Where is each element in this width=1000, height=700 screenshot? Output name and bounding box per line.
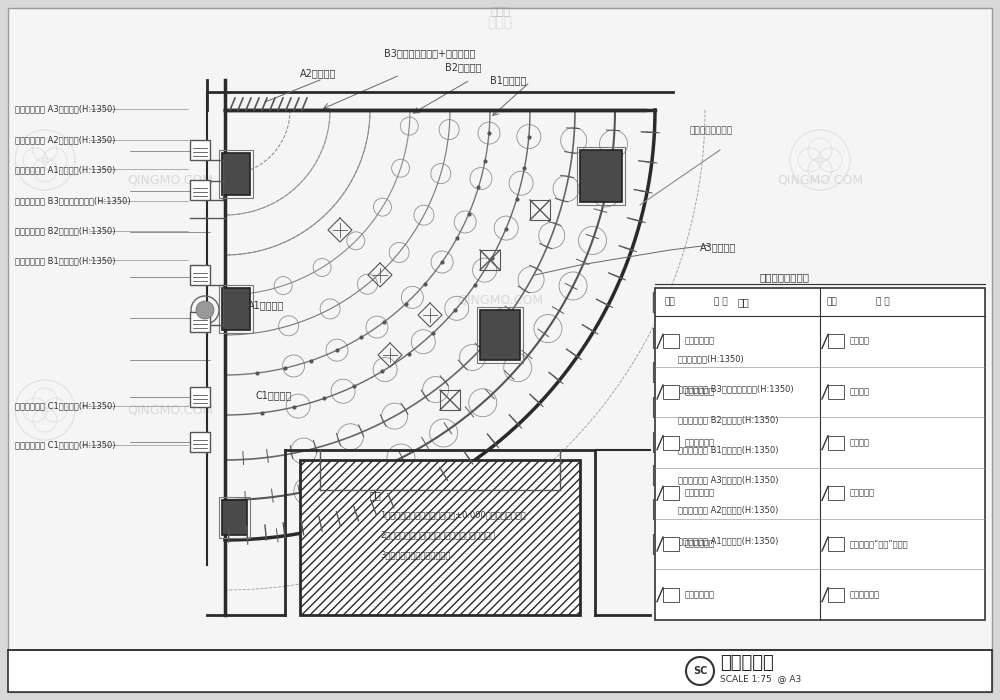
Text: 单联双控控制 C1天花灯带(H:1350): 单联双控控制 C1天花灯带(H:1350): [15, 402, 116, 410]
Text: 三联双控开关: 三联双控开关: [685, 590, 715, 599]
Text: 图例: 图例: [827, 298, 837, 307]
Bar: [580, 150, 622, 202]
Text: 1、所有竖向距离都是开关中线至±0.000装修完成面的距离: 1、所有竖向距离都是开关中线至±0.000装修完成面的距离: [380, 510, 526, 519]
Bar: [222, 153, 250, 195]
Text: QINGMO.COM: QINGMO.COM: [127, 174, 213, 186]
Bar: [190, 387, 210, 407]
Text: SCALE 1:75  @ A3: SCALE 1:75 @ A3: [720, 675, 801, 683]
Text: A2天花射灯: A2天花射灯: [300, 68, 336, 78]
Bar: [663, 435, 679, 449]
Text: 机电开关面板图例: 机电开关面板图例: [760, 272, 810, 282]
Text: 三联双控控制 B2天花灯带(H:1350): 三联双控控制 B2天花灯带(H:1350): [678, 416, 778, 424]
Text: 双联双控开关: 双联双控开关: [685, 540, 715, 549]
Circle shape: [196, 301, 214, 319]
Text: 3、图中空调开关位置仅供参考: 3、图中空调开关位置仅供参考: [380, 550, 450, 559]
Bar: [653, 397, 673, 417]
Text: 红外线开关: 红外线开关: [850, 489, 875, 498]
Text: C1天花射灯: C1天花射灯: [255, 390, 291, 400]
Bar: [663, 335, 679, 349]
Bar: [653, 499, 673, 519]
Bar: [828, 385, 844, 399]
Text: 2、所有横向距离都是以开关（盖）中线参照物距离: 2、所有横向距离都是以开关（盖）中线参照物距离: [380, 530, 495, 539]
Bar: [663, 588, 679, 602]
Bar: [653, 328, 673, 348]
Bar: [663, 486, 679, 500]
Bar: [577, 147, 625, 205]
Bar: [663, 537, 679, 551]
Text: 三联双控控制 A2天花射灯(H:1350): 三联双控控制 A2天花射灯(H:1350): [678, 505, 778, 514]
Text: 空调温控开关(H:1350): 空调温控开关(H:1350): [678, 355, 745, 363]
Bar: [653, 465, 673, 485]
Text: A3天花射灯: A3天花射灯: [700, 242, 736, 252]
Text: QINGMO.COM: QINGMO.COM: [457, 293, 543, 307]
Text: B2天花射灯: B2天花射灯: [445, 62, 482, 72]
Text: A1天花射灯: A1天花射灯: [248, 300, 284, 310]
Text: B1天花射灯: B1天花射灯: [490, 75, 526, 85]
Text: QINGMO.COM: QINGMO.COM: [777, 403, 863, 416]
Text: QINGMO.COM: QINGMO.COM: [127, 403, 213, 416]
Text: 卡片控制: 卡片控制: [850, 388, 870, 396]
Bar: [653, 534, 673, 554]
Text: SC: SC: [693, 666, 707, 676]
Text: 开关线控图: 开关线控图: [720, 654, 774, 672]
Text: 三联双控控制 A3天花射灯(H:1350): 三联双控控制 A3天花射灯(H:1350): [678, 475, 778, 484]
Text: 单联双控控制 C1天花灯带(H:1350): 单联双控控制 C1天花灯带(H:1350): [15, 440, 116, 449]
Bar: [190, 140, 210, 160]
Bar: [828, 435, 844, 449]
Text: 三联双控控制 A1天花射灯(H:1350): 三联双控控制 A1天花射灯(H:1350): [15, 165, 115, 174]
Bar: [190, 265, 210, 285]
Text: 基准线（参考线）: 基准线（参考线）: [690, 126, 733, 135]
Bar: [190, 432, 210, 452]
Bar: [300, 460, 580, 615]
Bar: [219, 285, 253, 333]
Text: 名 称: 名 称: [714, 298, 728, 307]
Bar: [530, 200, 550, 220]
Text: 名 称: 名 称: [876, 298, 890, 307]
Text: 三联双控控制 B1天花灯带(H:1350): 三联双控控制 B1天花灯带(H:1350): [678, 446, 778, 454]
Text: QINGMO.COM: QINGMO.COM: [777, 174, 863, 186]
Text: 空调控制: 空调控制: [850, 438, 870, 447]
Bar: [440, 390, 460, 410]
Text: 青模网: 青模网: [487, 15, 513, 29]
Text: 三联双控控制 A1天花射灯(H:1350): 三联双控控制 A1天花射灯(H:1350): [678, 536, 778, 545]
Bar: [653, 432, 673, 452]
Bar: [480, 310, 520, 360]
Bar: [828, 537, 844, 551]
Text: 三联控制: 三联控制: [850, 337, 870, 346]
Text: QINGMO.COM: QINGMO.COM: [457, 514, 543, 526]
Text: 图例: 图例: [738, 297, 749, 307]
Bar: [653, 292, 673, 312]
Bar: [219, 497, 250, 538]
Bar: [663, 385, 679, 399]
Text: 双联单控开关: 双联单控开关: [685, 388, 715, 396]
Bar: [190, 312, 210, 332]
Bar: [828, 335, 844, 349]
Text: 三联双控控制 B3墙面和地面灯带(H:1350): 三联双控控制 B3墙面和地面灯带(H:1350): [15, 197, 131, 205]
Text: 三联双控控制 B2天花灯带(H:1350): 三联双控控制 B2天花灯带(H:1350): [15, 227, 116, 235]
Text: 紧急呼叫按鈕: 紧急呼叫按鈕: [850, 590, 880, 599]
Text: 三联双控控制 A2天花射灯(H:1350): 三联双控控制 A2天花射灯(H:1350): [15, 136, 115, 144]
Text: 三联双控控制 B3墙面和地面灯带(H:1350): 三联双控控制 B3墙面和地面灯带(H:1350): [678, 385, 794, 393]
Bar: [655, 288, 985, 620]
Bar: [222, 288, 250, 330]
Text: B3投影幕墙面灯带+讲台阶灯带: B3投影幕墙面灯带+讲台阶灯带: [384, 48, 476, 58]
Bar: [8, 650, 992, 692]
Text: 三联双控控制 A3天花射灯(H:1350): 三联双控控制 A3天花射灯(H:1350): [15, 104, 116, 113]
Bar: [480, 250, 500, 270]
Bar: [828, 588, 844, 602]
Text: 图例: 图例: [665, 298, 676, 307]
Text: 门琳开关及“刀片”报警器: 门琳开关及“刀片”报警器: [850, 540, 909, 549]
Bar: [653, 362, 673, 382]
Text: 单联双控开关: 单联双控开关: [685, 489, 715, 498]
Bar: [190, 180, 210, 200]
Text: 单联单控开关: 单联单控开关: [685, 337, 715, 346]
Text: 三联单控开关: 三联单控开关: [685, 438, 715, 447]
Bar: [219, 150, 253, 198]
Bar: [477, 307, 523, 363]
Bar: [828, 486, 844, 500]
Bar: [222, 500, 247, 535]
Text: 注：: 注：: [370, 490, 382, 500]
Text: 青模网: 青模网: [490, 7, 510, 17]
Text: 三联双控控制 B1天花灯带(H:1350): 三联双控控制 B1天花灯带(H:1350): [15, 256, 116, 265]
